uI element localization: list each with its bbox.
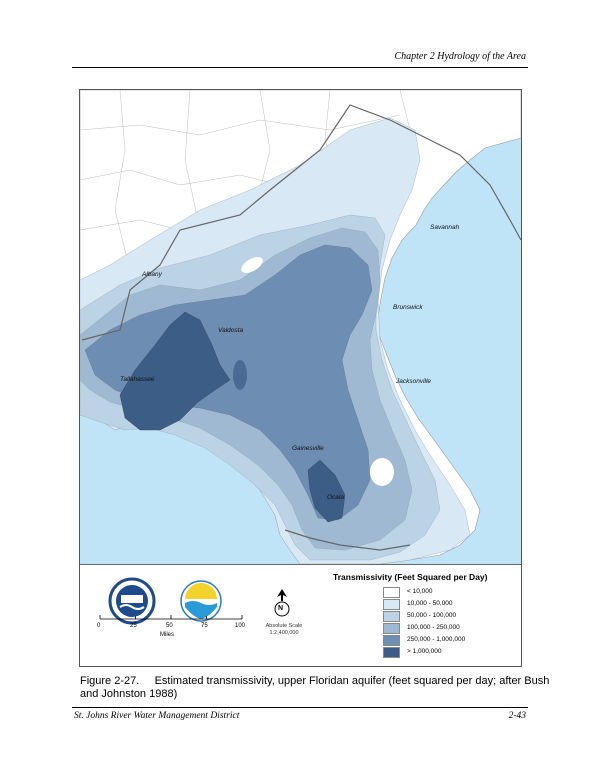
city-albany: Albany: [142, 271, 162, 278]
scale-tick-100: 100: [235, 623, 246, 629]
zone-over-1m-2: [307, 459, 346, 523]
legend-swatch: [383, 611, 400, 622]
footer-organization: St. Johns River Water Management Distric…: [74, 711, 240, 721]
legend-swatch: [383, 647, 400, 658]
absolute-scale: Absolute Scale 1:2,400,000: [258, 623, 310, 637]
map-legend: 0 25 50 75 100 Miles N Absolute Scale 1:…: [80, 564, 521, 666]
city-savannah: Savannah: [430, 224, 460, 231]
header-rule: [72, 67, 528, 68]
district-boundary-south: [284, 529, 411, 551]
city-jacksonville: Jacksonville: [396, 378, 432, 385]
city-valdosta: Valdosta: [218, 327, 244, 334]
sjr-logo: [108, 577, 156, 625]
legend-label: > 1,000,000: [407, 648, 442, 655]
legend-label: 10,000 - 50,000: [407, 600, 453, 607]
scale-tick-75: 75: [201, 623, 208, 629]
scale-unit: Miles: [160, 632, 175, 638]
legend-label: 50,000 - 100,000: [407, 612, 457, 619]
footer-rule: [72, 707, 528, 708]
scale-tick-0: 0: [97, 623, 101, 629]
page-number: 2-43: [508, 711, 526, 721]
zone-low-1: [241, 257, 263, 273]
city-gainesville: Gainesville: [292, 445, 324, 452]
district-boundary: [81, 104, 521, 341]
legend-swatch: [383, 599, 400, 610]
legend-title: Transmissivity (Feet Squared per Day): [333, 572, 488, 582]
scale-tick-50: 50: [166, 623, 173, 629]
zone-over-1m: [119, 311, 231, 431]
north-arrow-icon: [274, 589, 290, 617]
chapter-header: Chapter 2 Hydrology of the Area: [394, 51, 526, 62]
scale-tick-25: 25: [130, 623, 137, 629]
legend-swatch: [383, 635, 400, 646]
district-logo: [180, 580, 222, 622]
city-tallahassee: Tallahassee: [120, 376, 155, 383]
legend-label: 250,000 - 1,000,000: [407, 636, 466, 643]
legend-label: 100,000 - 250,000: [407, 624, 460, 631]
legend-swatch: [383, 623, 400, 634]
zone-low-2: [370, 458, 394, 486]
legend-swatch: [383, 587, 400, 598]
city-ocala: Ocala: [327, 494, 344, 501]
absolute-scale-value: 1:2,400,000: [269, 630, 299, 636]
zone-250k-1m: [84, 244, 373, 521]
zone-over-1m-3: [233, 360, 247, 390]
absolute-scale-label: Absolute Scale: [265, 623, 303, 629]
north-label: N: [278, 605, 284, 612]
scale-bar: [99, 615, 243, 620]
figure-caption: Figure 2-27. Estimated transmissivity, u…: [80, 675, 550, 700]
city-brunswick: Brunswick: [393, 304, 423, 311]
legend-label: < 10,000: [407, 588, 433, 595]
transmissivity-map: [80, 90, 521, 564]
figure-frame: Savannah Albany Brunswick Valdosta Talla…: [79, 89, 522, 667]
